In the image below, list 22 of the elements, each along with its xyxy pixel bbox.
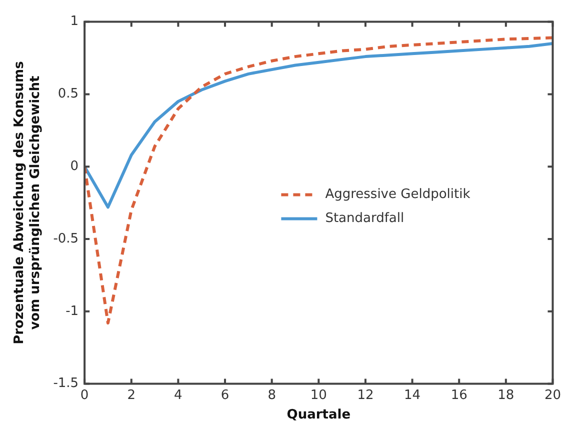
y-axis-title: Prozentuale Abweichung des Konsums vom ursprünglichen Gleichgewicht — [12, 60, 43, 344]
legend-label: Aggressive Geldpolitik — [325, 187, 471, 202]
x-tick-label: 8 — [268, 388, 276, 403]
y-tick-label: 1 — [70, 14, 79, 30]
x-tick-label: 18 — [498, 388, 514, 403]
y-tick-label: 0 — [70, 158, 79, 174]
x-tick-label: 16 — [450, 388, 468, 403]
y-tick-label: 0.5 — [58, 86, 79, 102]
x-tick-label: 20 — [544, 388, 561, 403]
x-tick-label: 14 — [404, 388, 421, 403]
legend-label: Standardfall — [325, 211, 404, 226]
x-tick-label: 0 — [80, 388, 89, 403]
y-tick-label: -0.5 — [53, 231, 79, 246]
y-tick-label: -1 — [66, 304, 79, 319]
x-tick-label: 6 — [220, 388, 230, 403]
x-tick-label: 12 — [357, 388, 374, 403]
line-series — [84, 36, 553, 324]
x-tick-label: 10 — [310, 388, 327, 403]
y-tick-label: -1.5 — [53, 376, 79, 392]
x-tick-label: 2 — [127, 388, 136, 403]
x-axis-title: Quartale — [286, 408, 351, 423]
x-tick-label: 4 — [174, 388, 182, 403]
